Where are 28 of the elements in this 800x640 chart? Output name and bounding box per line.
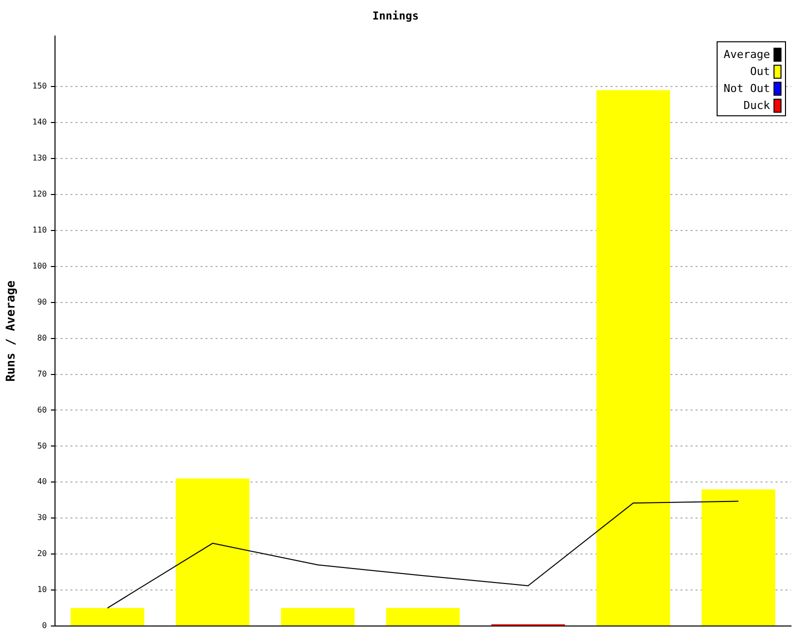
chart-title: Innings [372, 9, 419, 22]
legend-label: Out [750, 65, 770, 78]
y-tick-label: 60 [37, 405, 48, 414]
y-tick-label: 40 [37, 477, 48, 486]
legend-label: Average [724, 48, 770, 62]
y-tick-label: 130 [32, 154, 48, 163]
y-tick-label: 80 [37, 333, 48, 342]
bar [702, 489, 776, 626]
y-tick-label: 0 [42, 621, 48, 630]
bar [596, 90, 670, 626]
y-tick-label: 90 [37, 297, 48, 306]
legend-label: Duck [744, 99, 770, 112]
y-tick-label: 70 [37, 369, 48, 378]
y-tick-label: 100 [32, 261, 48, 270]
y-tick-label: 30 [37, 513, 48, 522]
bar [280, 608, 355, 626]
bar [176, 478, 250, 626]
y-tick-label: 110 [32, 225, 48, 234]
y-tick-label: 10 [37, 585, 48, 594]
legend-label: Not Out [724, 82, 770, 96]
y-tick-label: 120 [32, 190, 48, 199]
y-tick-label: 150 [32, 82, 48, 91]
y-tick-label: 20 [37, 549, 48, 558]
y-tick-label: 140 [32, 118, 48, 127]
y-axis-title: Runs / Average [3, 280, 18, 382]
bar [386, 608, 460, 626]
bar [70, 608, 144, 626]
y-tick-label: 50 [37, 441, 48, 450]
